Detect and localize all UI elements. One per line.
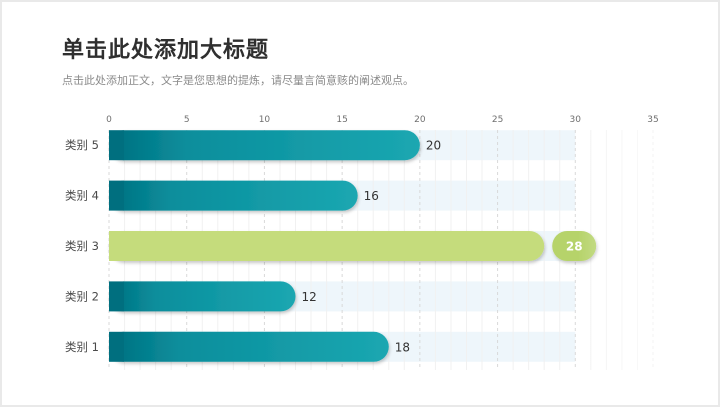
bar (109, 130, 420, 161)
category-label: 类别 1 (65, 340, 99, 354)
bar (109, 231, 545, 261)
bar-left-edge (109, 331, 124, 362)
category-label: 类别 5 (65, 138, 99, 152)
page-title: 单击此处添加大标题 (62, 38, 270, 63)
x-tick-label: 0 (106, 115, 112, 125)
x-tick-label: 25 (492, 115, 503, 125)
page-subtitle: 点击此处添加正文，文字是您思想的提炼，请尽量言简意赅的阐述观点。 (62, 74, 414, 87)
x-tick-label: 30 (570, 115, 582, 125)
bar (109, 180, 358, 211)
bar-left-edge (109, 231, 124, 261)
data-label: 12 (302, 290, 317, 304)
x-tick-label: 20 (414, 115, 426, 125)
bar (109, 281, 296, 312)
x-tick-label: 10 (259, 115, 271, 125)
bar (109, 331, 389, 362)
category-label: 类别 3 (65, 239, 99, 253)
bar-left-edge (109, 130, 124, 161)
data-label: 18 (395, 340, 410, 354)
bar-left-edge (109, 281, 124, 312)
category-label: 类别 2 (65, 289, 99, 303)
x-tick-label: 15 (336, 115, 347, 125)
right-fade (578, 130, 678, 372)
bar-left-edge (109, 180, 124, 211)
x-tick-label: 35 (647, 115, 658, 125)
data-label: 20 (426, 139, 441, 153)
category-label: 类别 4 (65, 189, 99, 203)
data-label: 16 (364, 189, 379, 203)
x-tick-label: 5 (184, 115, 190, 125)
